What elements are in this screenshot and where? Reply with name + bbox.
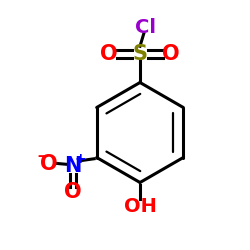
Text: N: N xyxy=(64,156,82,176)
Text: O: O xyxy=(100,44,118,64)
Text: S: S xyxy=(132,44,148,64)
Text: O: O xyxy=(162,44,180,64)
Text: O: O xyxy=(64,182,82,203)
Text: Cl: Cl xyxy=(134,18,156,37)
Text: +: + xyxy=(74,152,86,166)
Text: OH: OH xyxy=(124,197,156,216)
Text: −: − xyxy=(36,149,49,164)
Text: O: O xyxy=(40,154,58,174)
